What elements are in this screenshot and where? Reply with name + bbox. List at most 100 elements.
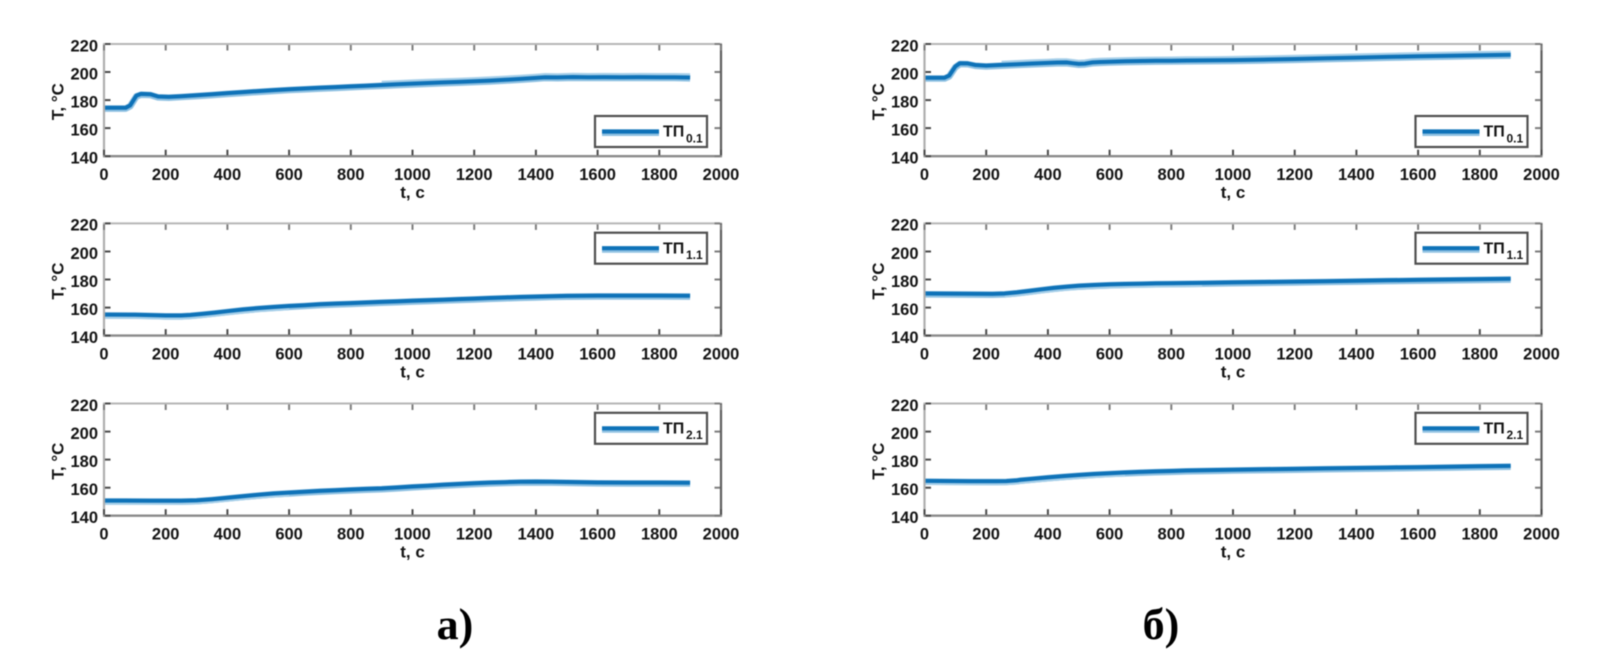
svg-text:1400: 1400 [518, 166, 555, 184]
svg-text:1200: 1200 [1276, 346, 1313, 364]
svg-text:1000: 1000 [394, 346, 431, 364]
svg-text:200: 200 [152, 166, 180, 184]
svg-text:1200: 1200 [456, 346, 493, 364]
svg-text:160: 160 [70, 121, 98, 139]
svg-text:400: 400 [214, 346, 242, 364]
svg-text:200: 200 [70, 425, 98, 443]
svg-text:0: 0 [920, 166, 929, 184]
svg-text:200: 200 [891, 245, 919, 263]
svg-text:140: 140 [891, 329, 919, 347]
svg-text:400: 400 [1034, 346, 1062, 364]
svg-text:1600: 1600 [1400, 526, 1437, 544]
svg-text:T, °C: T, °C [869, 262, 888, 299]
svg-text:1400: 1400 [518, 526, 555, 544]
svg-text:600: 600 [275, 346, 303, 364]
svg-text:140: 140 [70, 509, 98, 527]
svg-text:180: 180 [891, 93, 919, 111]
svg-text:2.1: 2.1 [1507, 428, 1524, 442]
svg-text:а): а) [437, 600, 474, 649]
svg-text:T, °C: T, °C [49, 83, 68, 120]
svg-text:1600: 1600 [579, 346, 616, 364]
svg-text:220: 220 [70, 37, 98, 55]
svg-text:160: 160 [891, 481, 919, 499]
svg-text:1200: 1200 [1276, 526, 1313, 544]
svg-text:160: 160 [70, 481, 98, 499]
svg-text:1000: 1000 [1215, 346, 1252, 364]
svg-text:1400: 1400 [1338, 166, 1375, 184]
svg-text:200: 200 [972, 346, 1000, 364]
svg-text:ТП: ТП [663, 421, 684, 438]
svg-text:600: 600 [275, 526, 303, 544]
svg-text:T, °C: T, °C [869, 83, 888, 120]
svg-text:220: 220 [891, 397, 919, 415]
svg-text:0.1: 0.1 [686, 131, 703, 145]
svg-text:1800: 1800 [641, 526, 678, 544]
svg-text:140: 140 [891, 509, 919, 527]
svg-text:1200: 1200 [456, 526, 493, 544]
svg-text:400: 400 [1034, 166, 1062, 184]
svg-text:800: 800 [1158, 526, 1186, 544]
svg-text:1.1: 1.1 [686, 248, 703, 262]
svg-text:1200: 1200 [1276, 166, 1313, 184]
svg-text:1600: 1600 [1400, 346, 1437, 364]
svg-text:2000: 2000 [703, 526, 740, 544]
svg-text:160: 160 [891, 121, 919, 139]
svg-text:t, c: t, c [400, 363, 425, 382]
svg-text:1.1: 1.1 [1507, 248, 1524, 262]
svg-text:1800: 1800 [1461, 346, 1498, 364]
svg-text:220: 220 [891, 37, 919, 55]
svg-text:1400: 1400 [518, 346, 555, 364]
svg-text:1800: 1800 [1461, 526, 1498, 544]
svg-text:200: 200 [891, 425, 919, 443]
svg-text:200: 200 [70, 245, 98, 263]
svg-text:0: 0 [99, 346, 108, 364]
svg-text:ТП: ТП [1484, 421, 1505, 438]
svg-text:1000: 1000 [394, 166, 431, 184]
svg-text:800: 800 [1158, 346, 1186, 364]
svg-text:ТП: ТП [663, 124, 684, 141]
svg-text:T, °C: T, °C [49, 262, 68, 299]
svg-text:2000: 2000 [703, 166, 740, 184]
svg-text:1000: 1000 [1215, 526, 1252, 544]
svg-text:ТП: ТП [1484, 240, 1505, 257]
svg-text:ТП: ТП [663, 240, 684, 257]
svg-text:200: 200 [70, 65, 98, 83]
svg-text:2000: 2000 [1523, 526, 1560, 544]
svg-text:t, c: t, c [400, 543, 425, 562]
svg-text:200: 200 [152, 346, 180, 364]
svg-text:1600: 1600 [579, 166, 616, 184]
svg-text:220: 220 [70, 397, 98, 415]
svg-text:180: 180 [70, 273, 98, 291]
svg-text:1200: 1200 [456, 166, 493, 184]
svg-text:180: 180 [70, 93, 98, 111]
svg-text:800: 800 [337, 166, 365, 184]
svg-text:1600: 1600 [579, 526, 616, 544]
svg-text:200: 200 [152, 526, 180, 544]
svg-text:200: 200 [891, 65, 919, 83]
svg-text:2000: 2000 [1523, 166, 1560, 184]
svg-text:600: 600 [1096, 526, 1124, 544]
svg-text:800: 800 [337, 346, 365, 364]
svg-text:t, c: t, c [1221, 543, 1246, 562]
svg-text:T, °C: T, °C [869, 443, 888, 480]
svg-text:t, c: t, c [1221, 363, 1246, 382]
svg-text:220: 220 [891, 217, 919, 235]
svg-text:600: 600 [1096, 346, 1124, 364]
svg-text:1600: 1600 [1400, 166, 1437, 184]
svg-text:160: 160 [70, 301, 98, 319]
svg-text:0: 0 [99, 166, 108, 184]
svg-text:0: 0 [920, 346, 929, 364]
svg-text:400: 400 [214, 166, 242, 184]
svg-text:2.1: 2.1 [686, 428, 703, 442]
svg-text:140: 140 [70, 329, 98, 347]
svg-text:1000: 1000 [1215, 166, 1252, 184]
svg-text:180: 180 [70, 453, 98, 471]
svg-text:600: 600 [275, 166, 303, 184]
svg-text:t, c: t, c [1221, 183, 1246, 202]
svg-text:140: 140 [70, 150, 98, 168]
svg-text:600: 600 [1096, 166, 1124, 184]
svg-text:T, °C: T, °C [49, 443, 68, 480]
svg-text:800: 800 [1158, 166, 1186, 184]
svg-text:1800: 1800 [641, 346, 678, 364]
svg-text:400: 400 [1034, 526, 1062, 544]
